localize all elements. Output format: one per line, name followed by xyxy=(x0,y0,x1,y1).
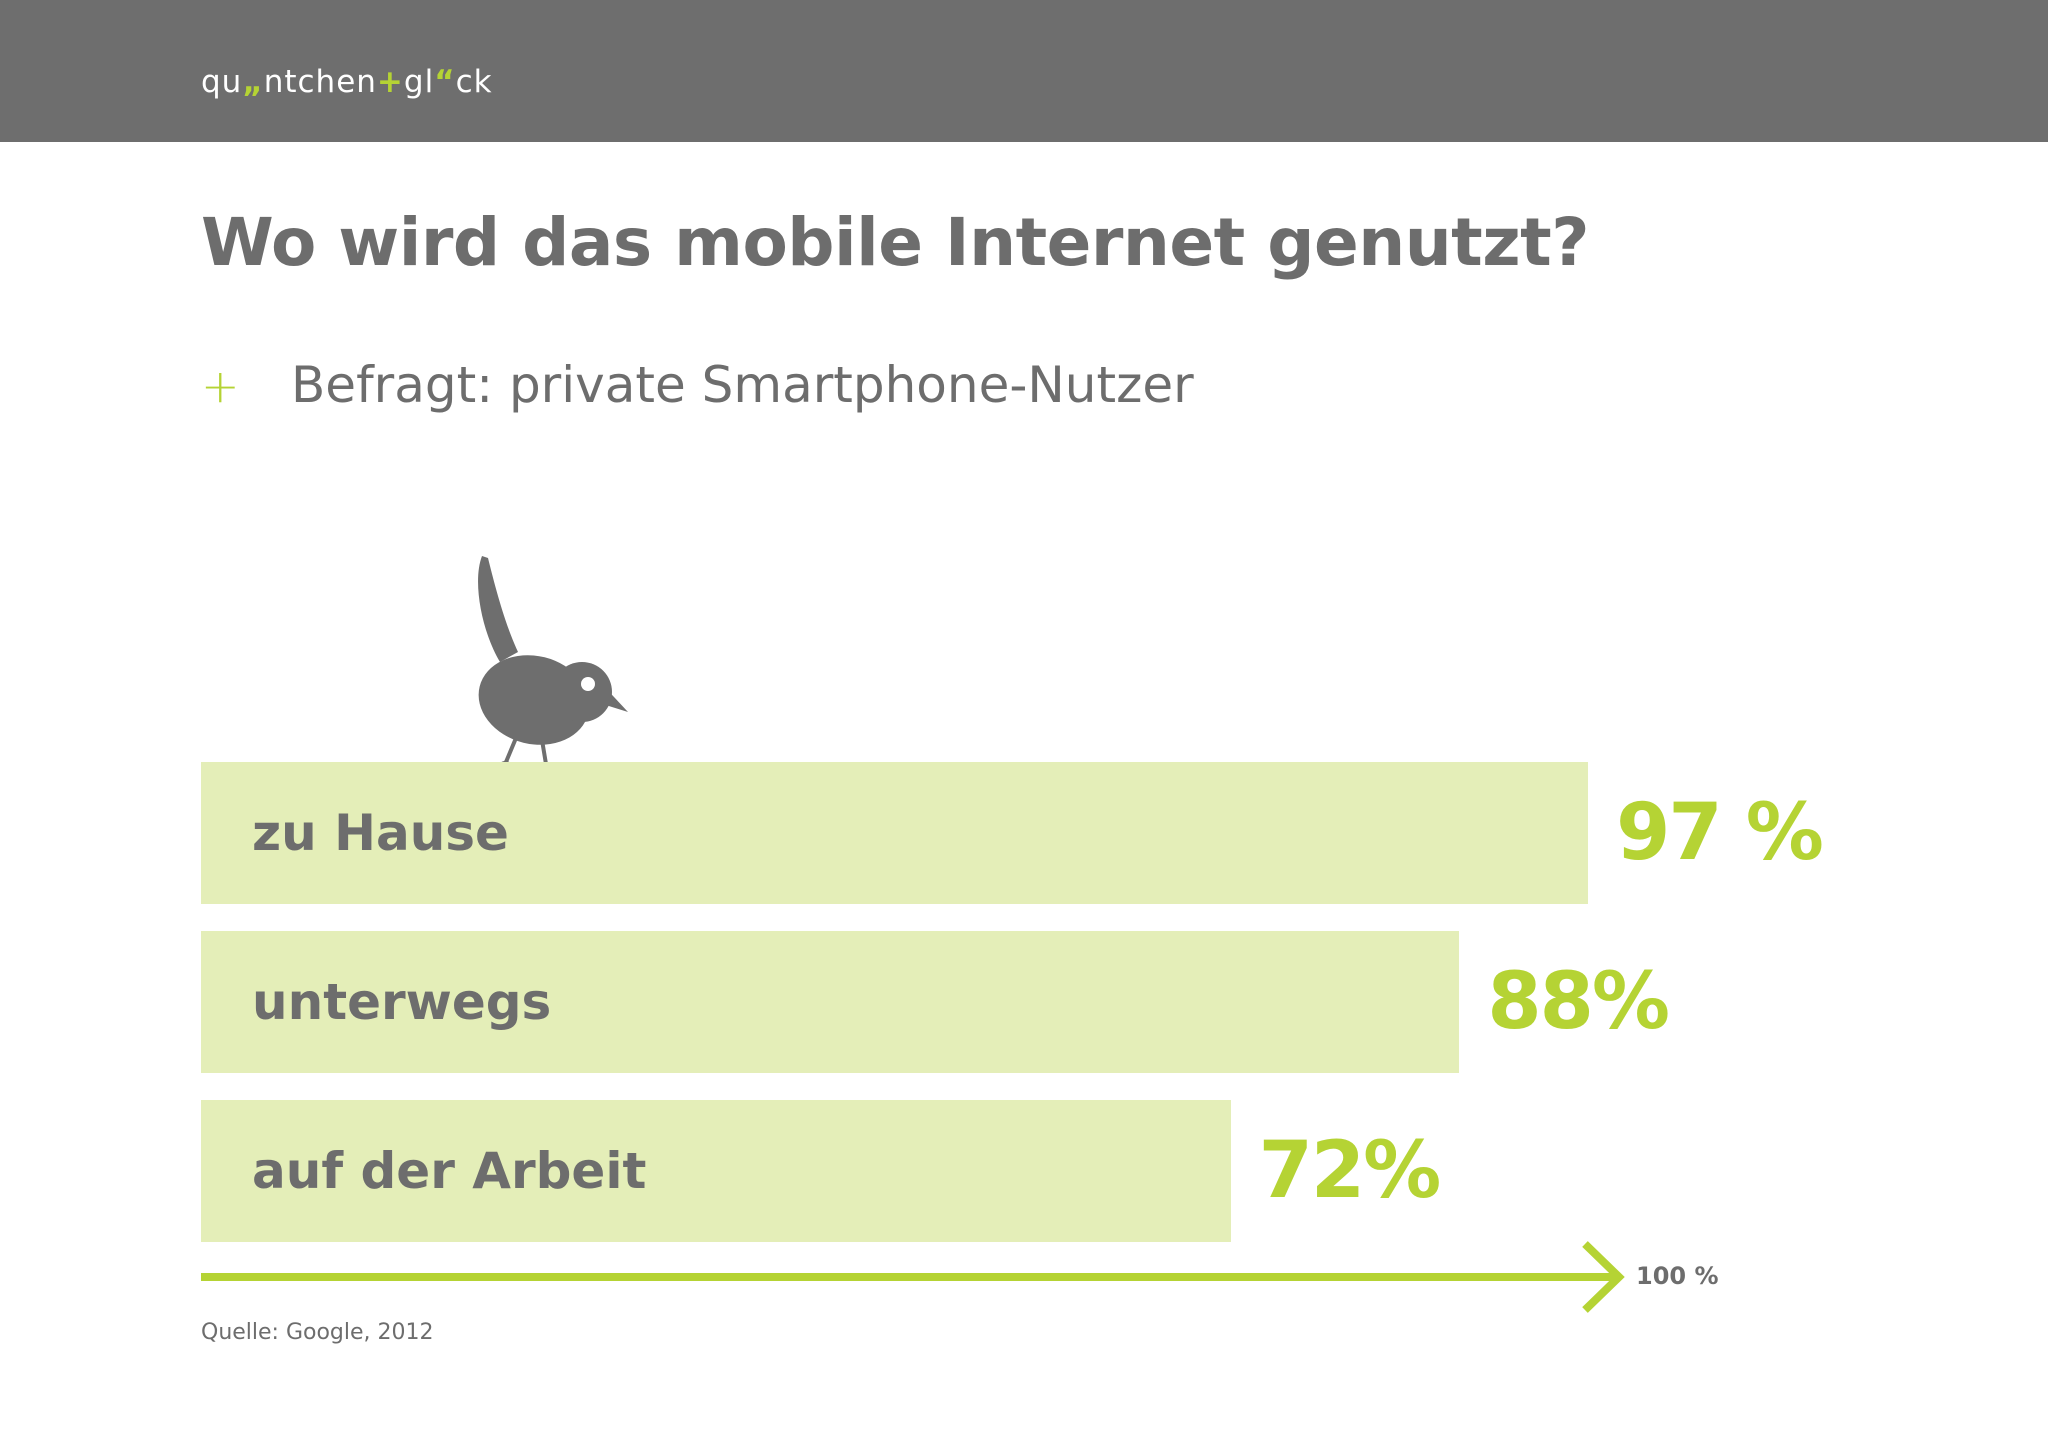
bar-label: unterwegs xyxy=(252,973,552,1031)
logo-part: ntchen xyxy=(263,64,377,100)
plus-icon: + xyxy=(201,359,240,413)
logo-part-accent: „ xyxy=(242,64,264,100)
logo: qu„ntchen+gl“ck xyxy=(201,64,493,100)
bar-label: zu Hause xyxy=(252,804,509,862)
logo-part-accent: + xyxy=(376,64,404,100)
bar: auf der Arbeit xyxy=(201,1100,1231,1242)
logo-part-accent: “ xyxy=(434,64,456,100)
bird-icon xyxy=(478,556,628,786)
bar-label: auf der Arbeit xyxy=(252,1142,647,1200)
logo-part: ck xyxy=(455,64,493,100)
bar-value-label: 72% xyxy=(1258,1126,1442,1216)
chart-title: Wo wird das mobile Internet genutzt? xyxy=(201,204,1589,281)
logo-part: gl xyxy=(403,64,435,100)
bar-value-label: 88% xyxy=(1487,957,1670,1047)
logo-part: qu xyxy=(201,64,243,100)
header-bar: qu„ntchen+gl“ck xyxy=(0,0,2048,142)
source-note: Quelle: Google, 2012 xyxy=(201,1320,434,1345)
subtitle-row: + Befragt: private Smartphone-Nutzer xyxy=(201,356,1194,414)
axis-max-label: 100 % xyxy=(1636,1262,1719,1290)
bar: zu Hause xyxy=(201,762,1589,904)
subtitle: Befragt: private Smartphone-Nutzer xyxy=(291,356,1194,414)
x-axis-arrow xyxy=(201,1241,1625,1313)
bar: unterwegs xyxy=(201,931,1460,1073)
bar-value-label: 97 % xyxy=(1616,788,1824,878)
